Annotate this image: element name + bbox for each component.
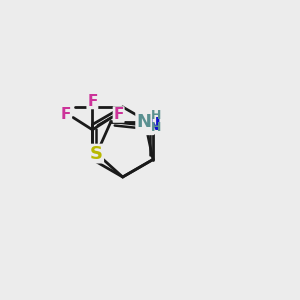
Text: N: N	[138, 116, 153, 134]
Text: H: H	[151, 121, 161, 134]
Text: S: S	[90, 145, 103, 163]
Text: N: N	[146, 116, 160, 134]
Text: F: F	[61, 107, 71, 122]
Text: N: N	[136, 112, 151, 130]
Text: F: F	[87, 94, 98, 109]
Text: F: F	[113, 107, 124, 122]
Text: H: H	[151, 109, 161, 122]
